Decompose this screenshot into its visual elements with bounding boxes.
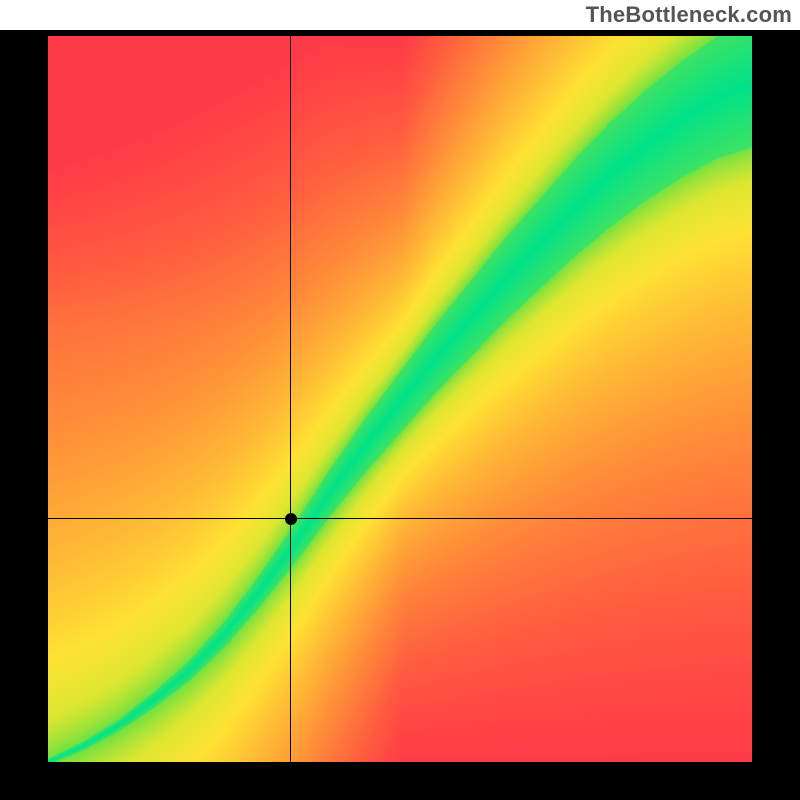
chart-container: TheBottleneck.com — [0, 0, 800, 800]
watermark-text: TheBottleneck.com — [586, 2, 792, 28]
plot-area — [48, 36, 752, 762]
data-point-marker — [285, 513, 297, 525]
crosshair-horizontal — [48, 518, 752, 519]
crosshair-vertical — [290, 36, 291, 762]
heatmap-canvas — [48, 36, 752, 762]
